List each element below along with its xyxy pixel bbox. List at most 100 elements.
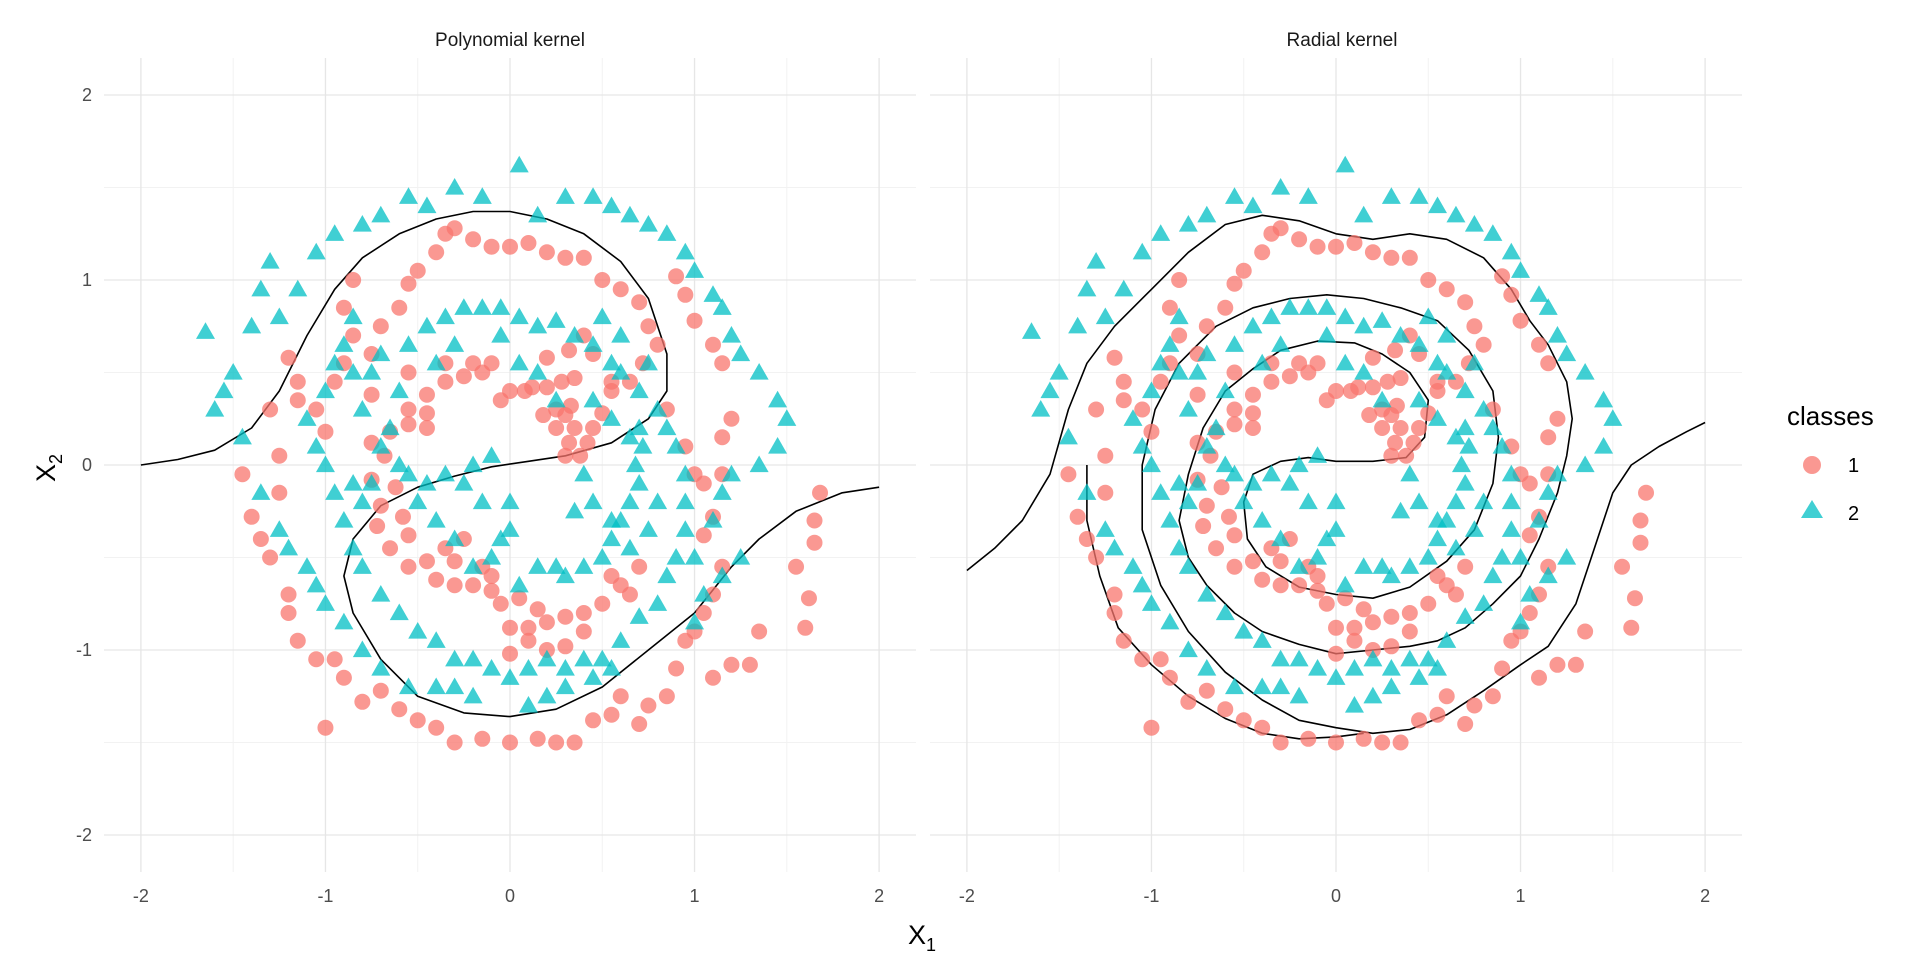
point-class-2 (371, 205, 391, 223)
point-class-1 (1115, 373, 1132, 390)
point-class-1 (1364, 379, 1381, 396)
point-class-1 (446, 553, 463, 570)
point-class-1 (1387, 434, 1404, 451)
point-class-2 (1538, 298, 1558, 315)
point-class-2 (1409, 668, 1429, 685)
point-class-1 (1567, 656, 1584, 673)
point-class-2 (1575, 363, 1595, 380)
point-class-2 (435, 307, 455, 325)
point-class-1 (1531, 336, 1547, 353)
point-class-1 (1198, 497, 1215, 514)
point-class-2 (1428, 353, 1447, 371)
point-class-1 (806, 534, 823, 551)
point-class-2 (1225, 335, 1244, 352)
point-class-2 (1492, 548, 1512, 565)
point-class-2 (1603, 409, 1623, 426)
point-class-2 (1409, 390, 1429, 408)
point-class-1 (1152, 651, 1169, 668)
point-class-1 (520, 235, 537, 251)
point-class-1 (409, 712, 426, 729)
point-class-1 (520, 632, 537, 649)
point-class-1 (1328, 619, 1344, 636)
point-class-2 (528, 557, 548, 574)
point-class-2 (1335, 353, 1355, 371)
point-class-1 (1577, 623, 1594, 640)
point-class-1 (806, 512, 823, 529)
point-class-2 (611, 631, 631, 648)
point-class-2 (1344, 659, 1364, 676)
point-class-2 (1215, 603, 1235, 621)
point-class-1 (502, 645, 518, 662)
point-class-2 (1381, 187, 1401, 204)
point-class-1 (538, 349, 555, 366)
point-class-2 (602, 353, 621, 371)
point-class-2 (491, 529, 511, 547)
point-class-1 (1152, 373, 1169, 390)
point-class-1 (1244, 553, 1261, 570)
panel-polynomial: Polynomial kernel -2 -1 0 1 2 -2 -1 0 1 2 (76, 30, 916, 906)
point-class-1 (594, 595, 611, 612)
point-class-1 (1623, 619, 1640, 636)
point-class-1 (465, 231, 482, 248)
y-axis-title: X2 (31, 454, 66, 482)
point-class-2 (638, 353, 658, 371)
point-class-2 (1511, 261, 1531, 278)
point-class-1 (1226, 275, 1243, 292)
x-tick-label-polynomial: 0 (505, 886, 515, 906)
point-class-1 (631, 558, 648, 575)
point-class-1 (1632, 534, 1649, 551)
point-class-1 (572, 447, 589, 464)
point-class-1 (1549, 410, 1566, 427)
point-class-2 (1169, 474, 1189, 491)
point-class-1 (1078, 531, 1095, 547)
point-class-2 (1501, 520, 1521, 537)
point-class-1 (1383, 638, 1400, 655)
point-class-1 (1457, 558, 1474, 575)
point-class-2 (1428, 196, 1447, 214)
point-class-1 (1161, 669, 1178, 686)
point-class-1 (345, 327, 362, 344)
point-class-1 (751, 623, 768, 640)
point-class-2 (1363, 686, 1383, 704)
point-class-1 (465, 355, 482, 372)
point-class-2 (1446, 538, 1466, 556)
point-class-2 (657, 224, 677, 241)
point-class-2 (1132, 242, 1152, 260)
point-class-1 (1374, 420, 1391, 436)
point-class-2 (1308, 548, 1328, 565)
point-class-2 (1459, 437, 1479, 454)
point-class-2 (1160, 511, 1180, 528)
point-class-1 (400, 275, 417, 292)
point-class-2 (1372, 311, 1392, 328)
point-class-2 (555, 659, 575, 676)
point-class-2 (1058, 427, 1078, 445)
point-class-2 (463, 455, 483, 473)
point-class-1 (1512, 312, 1529, 329)
point-class-1 (252, 531, 269, 547)
point-class-2 (482, 446, 502, 463)
point-class-2 (334, 511, 354, 528)
point-class-1 (561, 434, 578, 451)
point-class-2 (306, 437, 326, 454)
point-class-2 (694, 585, 714, 602)
point-class-2 (675, 464, 695, 482)
point-class-1 (289, 632, 306, 649)
point-class-2 (1409, 492, 1429, 510)
point-class-2 (1225, 187, 1244, 204)
point-class-1 (400, 364, 417, 381)
point-class-1 (372, 318, 389, 335)
y-tick-label: -1 (76, 640, 92, 660)
point-class-2 (1068, 316, 1088, 334)
y-tick-label: 0 (82, 455, 92, 475)
point-class-2 (1234, 622, 1254, 639)
point-class-2 (1298, 298, 1318, 315)
point-class-2 (1289, 557, 1309, 574)
point-class-2 (1483, 224, 1503, 241)
point-class-2 (537, 686, 557, 704)
point-class-2 (325, 353, 345, 371)
point-class-1 (594, 272, 611, 288)
point-class-1 (1226, 558, 1243, 575)
point-class-1 (548, 420, 565, 436)
point-class-1 (391, 299, 408, 316)
point-class-1 (387, 479, 404, 496)
